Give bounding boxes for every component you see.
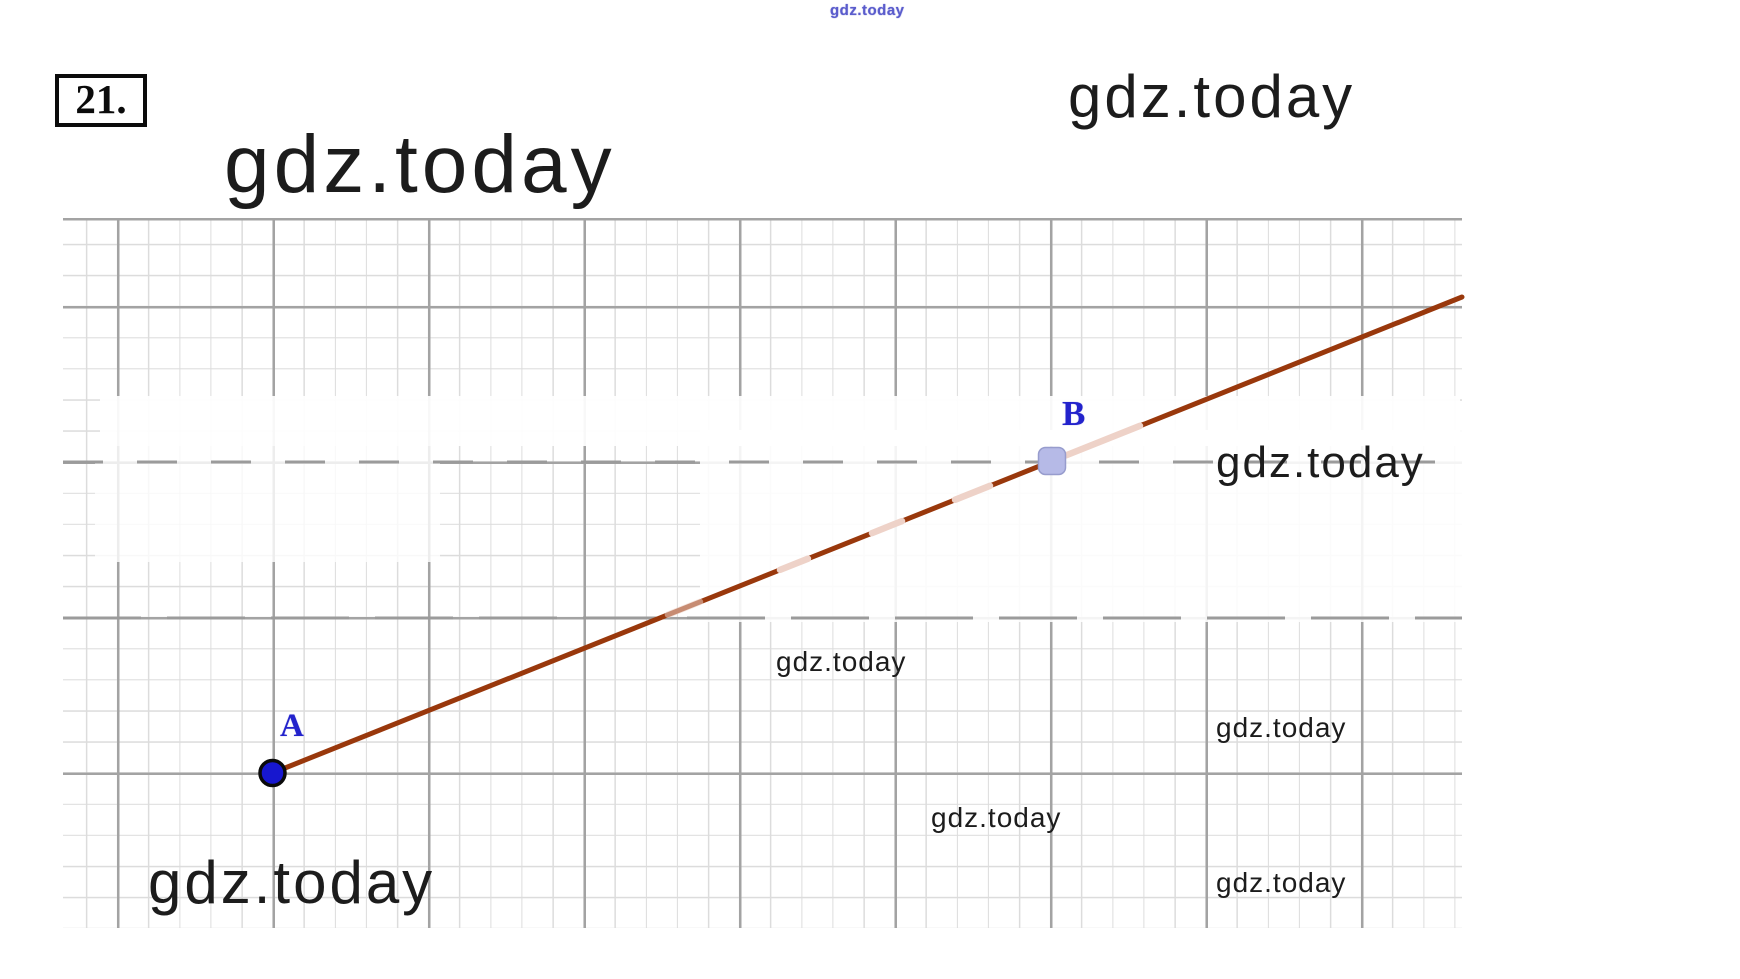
point-b-label: B: [1062, 394, 1086, 433]
watermark-small-right-2: gdz.today: [1216, 867, 1347, 898]
watermark-small-bottom-center: gdz.today: [931, 802, 1062, 833]
watermark-title-large: gdz.today: [224, 119, 616, 210]
watermark-small-center: gdz.today: [776, 646, 907, 677]
watermark-top-right: gdz.today: [1068, 63, 1356, 130]
point-a-label: A: [280, 708, 304, 744]
watermark-small-right-1: gdz.today: [1216, 712, 1347, 743]
watermark-bottom-left: gdz.today: [148, 849, 436, 916]
erased-watermark-band-2: [95, 446, 440, 562]
problem-number: 21.: [75, 75, 127, 122]
watermark-mid-right: gdz.today: [1216, 438, 1425, 487]
problem-number-box: 21.: [55, 74, 147, 127]
watermark-top-center: gdz.today: [830, 2, 905, 19]
